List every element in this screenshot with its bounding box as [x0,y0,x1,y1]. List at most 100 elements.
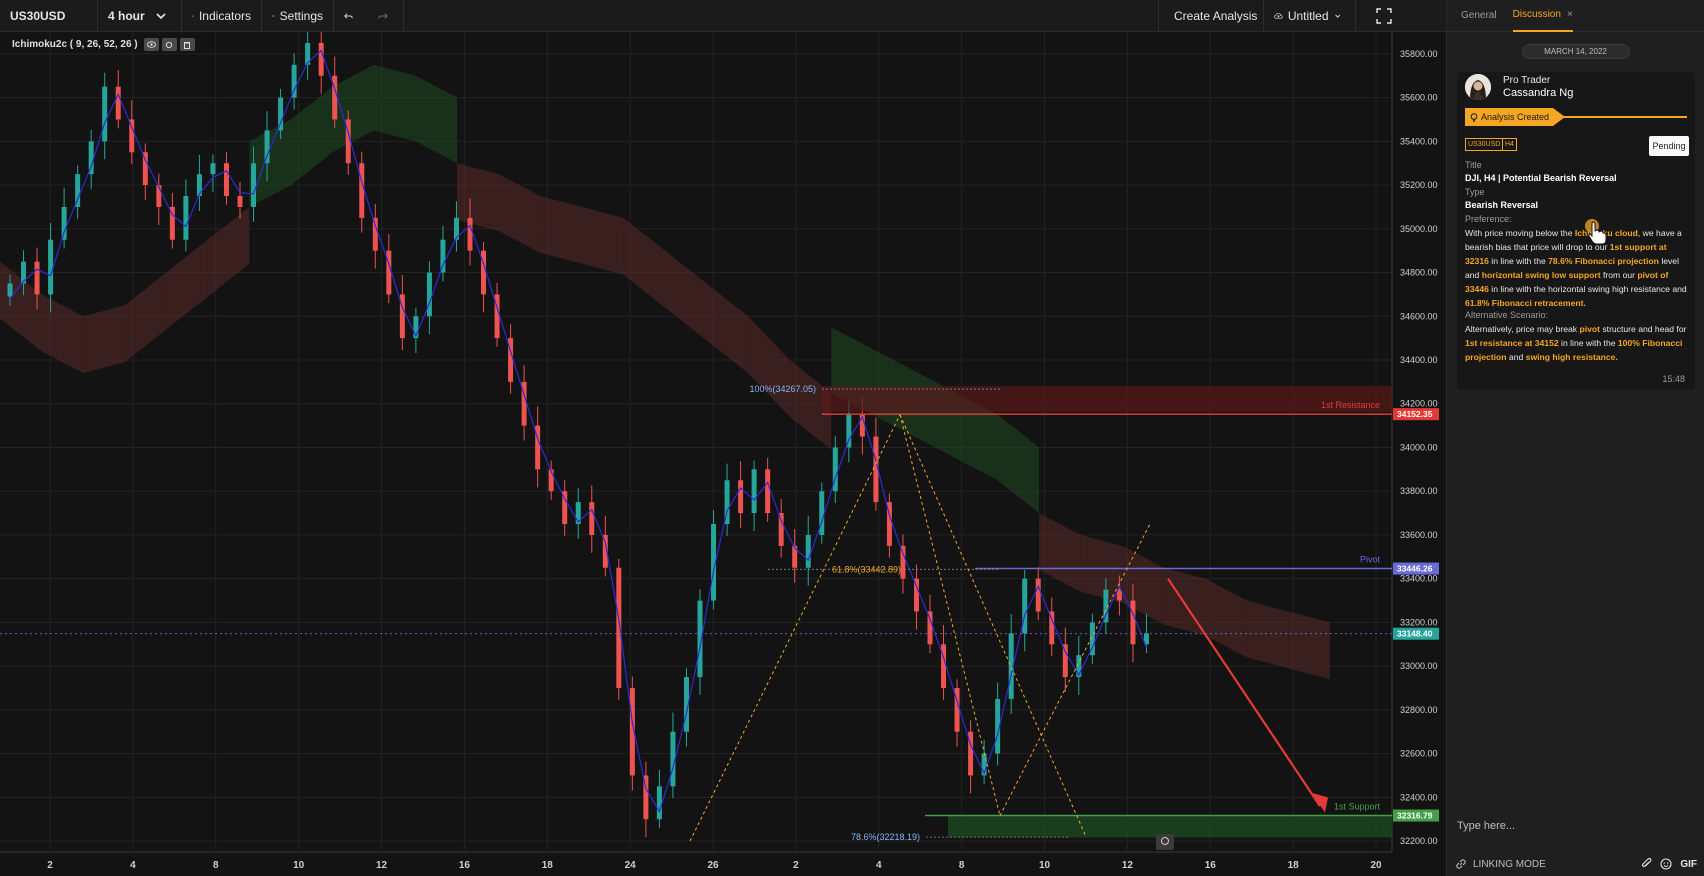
candle-body[interactable] [968,731,974,776]
candle-body[interactable] [548,469,554,492]
candle-body[interactable] [873,436,879,503]
candle-body[interactable] [562,491,568,524]
candle-body[interactable] [711,524,717,601]
chart-area[interactable]: 35800.00 35600.00 35400.00 35200.00 35000.00… [0,32,1446,876]
candle-body[interactable] [670,731,676,787]
link-icon[interactable] [1455,858,1467,870]
candle-body[interactable] [751,469,757,514]
candle-body[interactable] [683,677,689,732]
candle-body[interactable] [792,545,798,568]
candle-body[interactable] [1103,589,1109,623]
candle-body[interactable] [386,250,392,295]
candle-body[interactable] [643,775,649,820]
candle-body[interactable] [805,534,811,568]
price-chart[interactable]: 35800.00 35600.00 35400.00 35200.00 35000.00… [0,32,1446,876]
candle-body[interactable] [210,163,216,175]
candle-body[interactable] [372,217,378,251]
candle-body[interactable] [508,338,514,382]
candle-body[interactable] [1130,600,1136,645]
candle-body[interactable] [169,206,175,240]
candle-body[interactable] [575,502,581,524]
candle-body[interactable] [481,250,487,295]
candle-body[interactable] [264,130,270,164]
candle-body[interactable] [1049,611,1055,645]
gear-icon[interactable] [161,38,177,51]
close-icon[interactable]: × [1566,9,1573,20]
lightbulb-marker[interactable] [1156,834,1174,850]
candle-body[interactable] [34,261,40,295]
candle-body[interactable] [846,414,852,448]
candle-body[interactable] [656,786,662,820]
candle-body[interactable] [345,119,351,164]
tab-discussion[interactable]: Discussion × [1512,0,1573,32]
candle-body[interactable] [535,425,541,470]
candle-body[interactable] [426,272,432,317]
candle-body[interactable] [237,196,243,207]
gif-button[interactable]: GIF [1680,858,1697,870]
candle-body[interactable] [1035,578,1041,612]
candle-body[interactable] [927,611,933,645]
author-name[interactable]: Cassandra Ng [1503,87,1574,99]
candle-body[interactable] [453,217,459,240]
trash-icon[interactable] [179,38,195,51]
candle-body[interactable] [859,414,865,437]
candle-body[interactable] [142,152,148,186]
linking-mode-label[interactable]: LINKING MODE [1473,858,1546,870]
candle-body[interactable] [1116,589,1122,601]
candle-body[interactable] [765,469,771,514]
candle-body[interactable] [305,42,311,65]
candle-body[interactable] [413,316,419,339]
layout-selector[interactable]: Untitled [1264,0,1356,31]
candle-body[interactable] [819,491,825,535]
indicators-button[interactable]: Indicators [182,0,262,31]
candle-body[interactable] [75,174,81,207]
tab-general[interactable]: General [1461,10,1497,21]
message-input[interactable] [1457,816,1695,836]
candle-body[interactable] [156,185,162,207]
redo-button[interactable] [368,0,404,31]
candle-body[interactable] [1076,655,1082,678]
candle-body[interactable] [602,534,608,568]
candle-body[interactable] [1062,644,1068,678]
candle-body[interactable] [61,206,67,240]
candle-body[interactable] [291,64,297,98]
settings-button[interactable]: Settings [262,0,334,31]
candle-body[interactable] [223,163,229,196]
symbol-selector[interactable]: US30USD [0,0,98,31]
candle-body[interactable] [332,75,338,120]
candle-body[interactable] [102,86,108,142]
paperclip-icon[interactable] [1641,858,1652,870]
candle-body[interactable] [251,163,257,207]
candle-body[interactable] [115,86,121,120]
candle-body[interactable] [440,239,446,273]
candle-body[interactable] [1143,633,1149,645]
candle-body[interactable] [1008,633,1014,699]
candle-body[interactable] [886,502,892,546]
candle-body[interactable] [467,217,473,251]
eye-icon[interactable] [143,38,159,51]
undo-button[interactable] [334,0,368,31]
candle-body[interactable] [183,196,189,240]
candle-body[interactable] [954,688,960,732]
fullscreen-button[interactable] [1356,0,1416,31]
candle-body[interactable] [318,42,324,76]
candle-body[interactable] [941,644,947,688]
candle-body[interactable] [832,447,838,492]
candle-body[interactable] [88,141,94,175]
candle-body[interactable] [21,261,27,284]
candle-body[interactable] [629,688,635,776]
candle-body[interactable] [1089,622,1095,656]
candle-body[interactable] [494,294,500,339]
candle-body[interactable] [129,119,135,153]
candle-body[interactable] [778,513,784,546]
interval-selector[interactable]: 4 hour [98,0,182,31]
create-analysis-button[interactable]: Create Analysis [1158,0,1264,31]
candle-body[interactable] [7,283,13,297]
candle-body[interactable] [1022,578,1028,634]
candle-body[interactable] [981,753,987,776]
candle-body[interactable] [995,698,1001,754]
candle-body[interactable] [278,97,284,131]
candle-body[interactable] [913,578,919,612]
candle-body[interactable] [724,480,730,524]
candle-body[interactable] [521,381,527,426]
